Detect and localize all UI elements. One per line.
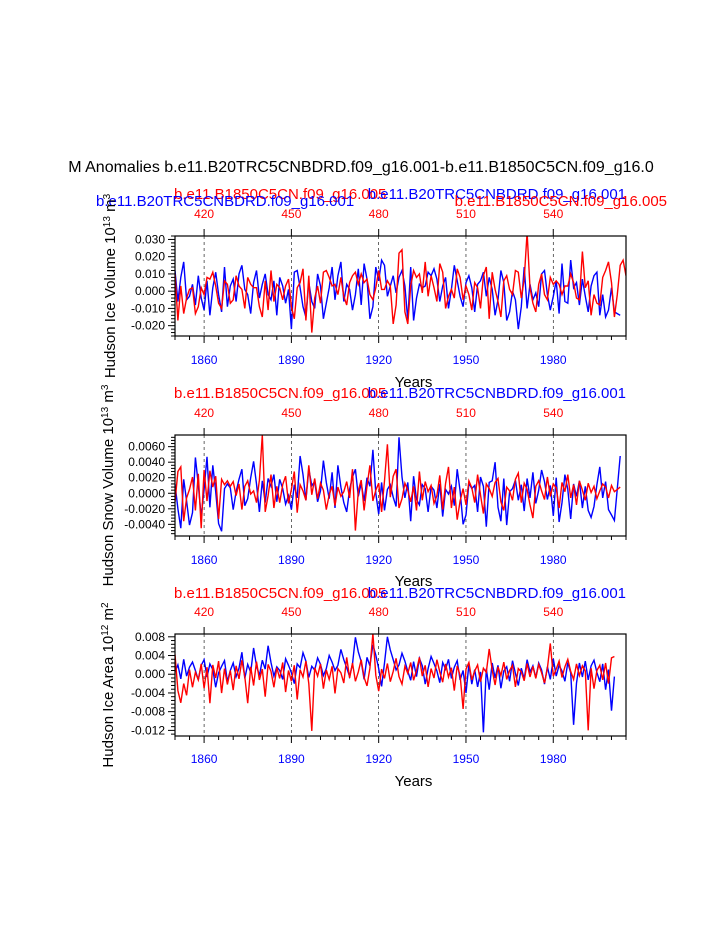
- x-bottom-tick-label-1920: 1920: [365, 752, 392, 766]
- y-tick-label: 0.0020: [128, 471, 165, 485]
- x-top-tick-label-420: 420: [194, 406, 214, 420]
- panel-title-historical: b.e11.B20TRC5CNBDRD.f09_g16.001: [368, 385, 626, 402]
- x-top-tick-label-420: 420: [194, 605, 214, 619]
- y-tick-label: 0.000: [135, 284, 165, 298]
- x-top-tick-label-480: 480: [369, 605, 389, 619]
- x-bottom-tick-label-1980: 1980: [540, 752, 567, 766]
- panel-title-control-overlay: b.e11.B1850C5CN.f09_g16.005: [455, 193, 667, 210]
- x-bottom-tick-label-1890: 1890: [278, 752, 305, 766]
- x-bottom-tick-label-1950: 1950: [453, 553, 480, 567]
- y-tick-label: -0.012: [131, 723, 165, 737]
- x-top-tick-label-540: 540: [543, 605, 563, 619]
- y-tick-label: -0.0040: [124, 517, 165, 531]
- x-bottom-tick-label-1980: 1980: [540, 553, 567, 567]
- y-axis-label-part: Hudson Ice Area 10: [100, 636, 117, 768]
- series-line-control: [175, 634, 615, 731]
- y-tick-label: 0.030: [135, 232, 165, 246]
- y-axis-label-part: Hudson Snow Volume 10: [100, 418, 117, 586]
- y-tick-label: 0.0060: [128, 440, 165, 454]
- x-top-tick-label-480: 480: [369, 207, 389, 221]
- y-tick-label: -0.008: [131, 705, 165, 719]
- y-axis-label-part: Hudson Ice Volume 10: [102, 227, 119, 378]
- x-top-tick-label-450: 450: [281, 207, 301, 221]
- x-bottom-tick-label-1950: 1950: [453, 353, 480, 367]
- y-tick-label: -0.020: [131, 319, 165, 333]
- x-axis-label: Years: [395, 773, 433, 790]
- x-bottom-tick-label-1860: 1860: [191, 353, 218, 367]
- panel-title-control: b.e11.B1850C5CN.f09_g16.005: [174, 585, 386, 602]
- y-axis-label: Hudson Snow Volume 1013 m3: [100, 384, 118, 586]
- x-top-tick-label-510: 510: [456, 605, 476, 619]
- y-axis-label-part: 3: [100, 384, 111, 390]
- series-line-historical: [175, 636, 616, 733]
- y-tick-label: 0.0000: [128, 486, 165, 500]
- panel-snow-volume: b.e11.B1850C5CN.f09_g16.005b.e11.B20TRC5…: [100, 384, 627, 590]
- plot-frame: [174, 235, 627, 337]
- y-axis-label: Hudson Ice Volume 1013 m3: [102, 193, 120, 378]
- page-title: M Anomalies b.e11.B20TRC5CNBDRD.f09_g16.…: [68, 159, 654, 176]
- panel-title-historical: b.e11.B20TRC5CNBDRD.f09_g16.001: [368, 585, 626, 602]
- y-axis-label-part: 3: [102, 193, 113, 199]
- panel-ice-volume: b.e11.B1850C5CN.f09_g16.005b.e11.B20TRC5…: [96, 186, 667, 391]
- y-tick-label: 0.008: [135, 630, 165, 644]
- plot-frame: [174, 633, 627, 737]
- x-bottom-tick-label-1860: 1860: [191, 553, 218, 567]
- x-bottom-tick-label-1860: 1860: [191, 752, 218, 766]
- y-tick-label: 0.0040: [128, 455, 165, 469]
- y-tick-label: 0.010: [135, 267, 165, 281]
- y-axis-label-part: m: [100, 390, 117, 407]
- x-bottom-tick-label-1980: 1980: [540, 353, 567, 367]
- y-tick-label: 0.020: [135, 250, 165, 264]
- panel-title-control: b.e11.B1850C5CN.f09_g16.005: [174, 186, 386, 203]
- series-line-control: [175, 435, 621, 531]
- x-top-tick-label-540: 540: [543, 406, 563, 420]
- y-axis-label: Hudson Ice Area 1012 m2: [100, 602, 118, 768]
- x-bottom-tick-label-1890: 1890: [278, 553, 305, 567]
- panel-title-control: b.e11.B1850C5CN.f09_g16.005: [174, 385, 386, 402]
- x-top-tick-label-450: 450: [281, 406, 301, 420]
- x-axis-label: Years: [395, 573, 433, 590]
- x-top-tick-label-540: 540: [543, 207, 563, 221]
- y-axis-label-part: m: [102, 199, 119, 216]
- x-top-tick-label-420: 420: [194, 207, 214, 221]
- x-bottom-tick-label-1920: 1920: [365, 353, 392, 367]
- panel-title-historical-overlay: b.e11.B20TRC5CNBDRD.f09_g16.001: [96, 193, 354, 210]
- x-top-tick-label-510: 510: [456, 207, 476, 221]
- x-bottom-tick-label-1920: 1920: [365, 553, 392, 567]
- y-axis-label-part: 12: [100, 624, 111, 636]
- x-bottom-tick-label-1890: 1890: [278, 353, 305, 367]
- x-top-tick-label-510: 510: [456, 406, 476, 420]
- x-axis-label: Years: [395, 374, 433, 391]
- y-axis-label-part: 13: [102, 216, 113, 228]
- panel-title-historical: b.e11.B20TRC5CNBDRD.f09_g16.001: [368, 186, 626, 203]
- y-axis-label-part: m: [100, 608, 117, 625]
- y-tick-label: -0.010: [131, 301, 165, 315]
- x-top-tick-label-450: 450: [281, 605, 301, 619]
- plot-frame: [174, 434, 627, 537]
- y-tick-label: -0.004: [131, 686, 165, 700]
- y-tick-label: 0.004: [135, 649, 165, 663]
- panel-ice-area: b.e11.B1850C5CN.f09_g16.005b.e11.B20TRC5…: [100, 585, 627, 790]
- x-top-tick-label-480: 480: [369, 406, 389, 420]
- y-tick-label: -0.0020: [124, 502, 165, 516]
- y-axis-label-part: 13: [100, 406, 111, 418]
- series-line-control: [175, 236, 626, 333]
- x-bottom-tick-label-1950: 1950: [453, 752, 480, 766]
- y-axis-label-part: 2: [100, 602, 111, 608]
- y-tick-label: 0.000: [135, 667, 165, 681]
